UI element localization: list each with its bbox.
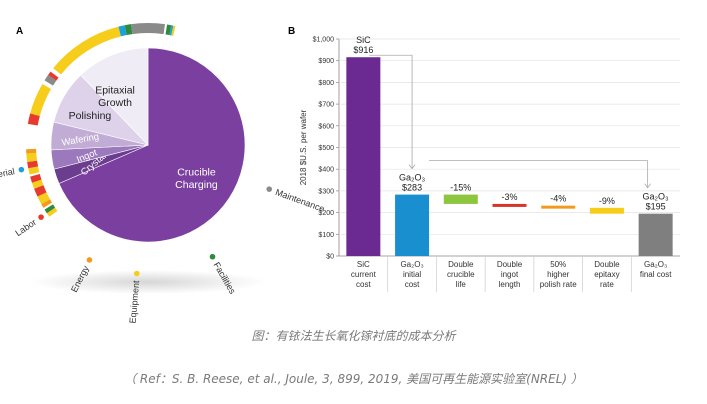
- legend-dot: [86, 257, 93, 263]
- outer-ring-segment: [169, 25, 174, 36]
- x-tick-label: polish rate: [540, 280, 577, 289]
- bar: [395, 194, 430, 256]
- bar-value-label: -3%: [501, 192, 517, 202]
- legend-label: Material: [0, 166, 15, 182]
- pie-slice-label: Crucible Charging: [175, 166, 218, 191]
- y-tick-label: $300: [318, 188, 334, 195]
- connector-arrowhead: [408, 164, 416, 170]
- y-tick-label: $100: [318, 232, 334, 239]
- pie-slice: [58, 47, 246, 243]
- connector-arrow: [429, 160, 649, 188]
- pie-slice-label: Polishing: [69, 110, 112, 122]
- legend-label: Equipment: [128, 280, 142, 324]
- connector-arrow: [369, 54, 413, 169]
- outer-ring-segment: [30, 173, 42, 183]
- reference-text: （ Ref：S. B. Reese, et al., Joule, 3, 899…: [124, 372, 583, 386]
- legend-dot: [38, 214, 44, 220]
- x-tick-label: cost: [405, 280, 420, 289]
- legend-label: Labor: [13, 217, 38, 238]
- y-tick-label: $1,000: [313, 36, 335, 43]
- outer-ring-segment: [31, 179, 44, 189]
- outer-ring-segment: [44, 204, 56, 214]
- pie-chart: Crucible ChargingCrystalIngotWaferingPoli…: [0, 23, 326, 324]
- legend-dot: [133, 270, 140, 277]
- pie-slice-label: Epitaxial Growth: [95, 84, 135, 109]
- outer-ring-segment: [53, 26, 121, 75]
- outer-ring-segment: [41, 199, 52, 208]
- y-tick-label: $400: [318, 167, 334, 174]
- bar: [443, 194, 478, 204]
- x-tick-label: length: [499, 280, 521, 289]
- outer-ring-segment: [34, 185, 47, 197]
- figure-caption: 图：有铱法生长氧化镓衬底的成本分析: [251, 329, 456, 343]
- pie-slice: [80, 47, 149, 146]
- x-tick-label: cost: [356, 280, 371, 289]
- y-tick-label: $600: [318, 123, 334, 130]
- x-tick-label: crucible: [447, 270, 475, 279]
- x-tick-label: Double: [448, 260, 474, 269]
- y-tick-label: $800: [318, 80, 334, 87]
- outer-ring-segment: [118, 25, 127, 37]
- x-tick-label: current: [351, 270, 377, 279]
- outer-ring-segment: [124, 24, 133, 36]
- bar-value-label: -9%: [599, 196, 615, 206]
- bar: [346, 57, 381, 257]
- outer-ring-segment: [37, 192, 51, 205]
- waterfall-chart: $0 $100 $200 $300 $400 $500 $600 $700 $800 $900 $1…: [299, 35, 680, 292]
- outer-ring-segment: [44, 75, 57, 86]
- bar: [638, 213, 673, 256]
- x-tick-label: epitaxy: [594, 270, 619, 279]
- outer-ring-segment: [131, 23, 148, 35]
- outer-ring-segment: [171, 25, 176, 36]
- legend-dot: [209, 253, 216, 260]
- bar: [492, 203, 527, 207]
- outer-ring-segment: [148, 23, 165, 35]
- outer-ring-segment: [28, 166, 40, 175]
- x-tick-label: Double: [497, 260, 523, 269]
- outer-ring-segment: [46, 207, 58, 217]
- x-tick-label: final cost: [640, 270, 672, 279]
- y-tick-label: $200: [318, 210, 334, 217]
- x-tick-label: 50%: [550, 260, 566, 269]
- bar-value-label: $916: [353, 45, 373, 55]
- panel-a-label: A: [16, 26, 23, 37]
- connector-arrowhead: [644, 183, 651, 189]
- bar-value-label: -15%: [450, 183, 471, 193]
- y-tick-label: $0: [326, 253, 334, 260]
- x-tick-label: SiC: [357, 260, 370, 269]
- legend-dot: [18, 166, 25, 173]
- outer-ring-segment: [27, 160, 39, 169]
- bar-value-label: $283: [402, 183, 422, 193]
- bar-value-label: Ga₂O₃: [399, 173, 426, 183]
- x-tick-label: higher: [547, 270, 570, 279]
- x-tick-label: Double: [594, 260, 620, 269]
- y-tick-label: $500: [318, 145, 334, 152]
- y-tick-label: $900: [318, 58, 334, 65]
- x-tick-label: Ga₂O₃: [644, 260, 667, 269]
- legend-dot: [266, 186, 273, 192]
- x-tick-label: Ga₂O₃: [400, 260, 423, 269]
- bar-value-label: Ga₂O₃: [643, 192, 670, 202]
- panel-b-label: B: [288, 26, 295, 37]
- outer-ring-segment: [27, 113, 40, 126]
- bar: [589, 207, 624, 214]
- outer-ring-segment: [26, 148, 37, 154]
- pie-shadow: [30, 270, 266, 294]
- x-tick-label: initial: [403, 270, 421, 279]
- bar-value-label: SiC: [356, 35, 371, 45]
- x-tick-label: ingot: [501, 270, 519, 279]
- y-tick-label: $700: [318, 102, 334, 109]
- x-tick-label: life: [456, 280, 467, 289]
- outer-ring-segment: [165, 24, 172, 36]
- bar-value-label: $195: [646, 202, 666, 212]
- y-axis-label: 2018 $U.S. per wafer: [299, 109, 308, 185]
- x-tick-label: rate: [600, 280, 614, 289]
- outer-ring-segment: [48, 71, 59, 81]
- outer-ring-segment: [30, 84, 52, 117]
- bar-value-label: -4%: [550, 194, 566, 204]
- bar: [541, 205, 576, 209]
- outer-ring-segment: [26, 152, 38, 162]
